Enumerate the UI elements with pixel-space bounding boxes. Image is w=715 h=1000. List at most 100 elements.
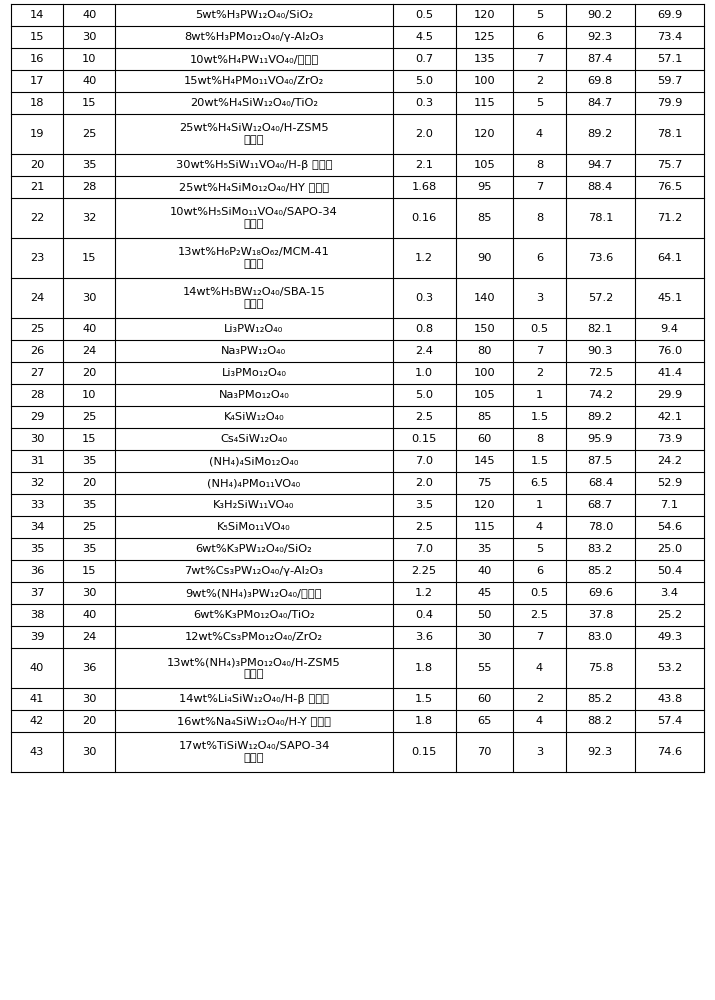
Text: (NH₄)₄SiMo₁₂O₄₀: (NH₄)₄SiMo₁₂O₄₀ [209, 456, 299, 466]
Text: 34: 34 [30, 522, 44, 532]
Text: 68.4: 68.4 [588, 478, 613, 488]
Text: 0.3: 0.3 [415, 98, 433, 108]
Text: 25wt%H₄SiMo₁₂O₄₀/HY 分子筛: 25wt%H₄SiMo₁₂O₄₀/HY 分子筛 [179, 182, 329, 192]
Text: 25.2: 25.2 [657, 610, 682, 620]
Text: 78.0: 78.0 [588, 522, 613, 532]
Text: 95: 95 [477, 182, 492, 192]
Text: 20: 20 [82, 368, 97, 378]
Text: 73.6: 73.6 [588, 253, 613, 263]
Text: 89.2: 89.2 [588, 412, 613, 422]
Text: 45: 45 [478, 588, 492, 598]
Text: 29.9: 29.9 [657, 390, 682, 400]
Text: 35: 35 [82, 500, 97, 510]
Text: 24: 24 [82, 346, 97, 356]
Text: 37.8: 37.8 [588, 610, 613, 620]
Text: 74.2: 74.2 [588, 390, 613, 400]
Text: 7wt%Cs₃PW₁₂O₄₀/γ-Al₂O₃: 7wt%Cs₃PW₁₂O₄₀/γ-Al₂O₃ [184, 566, 323, 576]
Text: 78.1: 78.1 [588, 213, 613, 223]
Text: 3.5: 3.5 [415, 500, 433, 510]
Text: 17: 17 [29, 76, 44, 86]
Text: 39: 39 [29, 632, 44, 642]
Text: 1: 1 [536, 500, 543, 510]
Text: 1.8: 1.8 [415, 663, 433, 673]
Text: 6: 6 [536, 253, 543, 263]
Text: 41.4: 41.4 [657, 368, 682, 378]
Text: 57.4: 57.4 [657, 716, 682, 726]
Text: 0.4: 0.4 [415, 610, 433, 620]
Text: 25: 25 [82, 522, 97, 532]
Text: 1.5: 1.5 [415, 694, 433, 704]
Text: 1: 1 [536, 390, 543, 400]
Text: 2: 2 [536, 694, 543, 704]
Text: 87.4: 87.4 [588, 54, 613, 64]
Text: 7.1: 7.1 [661, 500, 679, 510]
Text: 0.15: 0.15 [411, 434, 437, 444]
Text: Li₃PMo₁₂O₄₀: Li₃PMo₁₂O₄₀ [222, 368, 287, 378]
Text: 2.5: 2.5 [531, 610, 548, 620]
Text: 92.3: 92.3 [588, 32, 613, 42]
Text: 19: 19 [29, 129, 44, 139]
Text: 120: 120 [474, 129, 495, 139]
Text: 28: 28 [82, 182, 97, 192]
Text: 88.2: 88.2 [588, 716, 613, 726]
Text: 24: 24 [30, 293, 44, 303]
Text: 6wt%K₃PMo₁₂O₄₀/TiO₂: 6wt%K₃PMo₁₂O₄₀/TiO₂ [193, 610, 315, 620]
Text: Cs₄SiW₁₂O₄₀: Cs₄SiW₁₂O₄₀ [220, 434, 287, 444]
Text: 78.1: 78.1 [657, 129, 682, 139]
Text: 3.6: 3.6 [415, 632, 433, 642]
Text: 16wt%Na₄SiW₁₂O₄₀/H-Y 分子筛: 16wt%Na₄SiW₁₂O₄₀/H-Y 分子筛 [177, 716, 331, 726]
Text: 5: 5 [536, 98, 543, 108]
Text: 0.8: 0.8 [415, 324, 433, 334]
Text: 29: 29 [30, 412, 44, 422]
Text: 89.2: 89.2 [588, 129, 613, 139]
Text: 88.4: 88.4 [588, 182, 613, 192]
Text: 20: 20 [82, 716, 97, 726]
Text: 40: 40 [82, 610, 97, 620]
Text: 95.9: 95.9 [588, 434, 613, 444]
Text: 45.1: 45.1 [657, 293, 682, 303]
Text: 36: 36 [82, 663, 97, 673]
Text: 40: 40 [478, 566, 492, 576]
Text: 9.4: 9.4 [661, 324, 679, 334]
Text: 140: 140 [474, 293, 495, 303]
Text: 2.1: 2.1 [415, 160, 433, 170]
Text: 12wt%Cs₃PMo₁₂O₄₀/ZrO₂: 12wt%Cs₃PMo₁₂O₄₀/ZrO₂ [185, 632, 323, 642]
Text: 5.0: 5.0 [415, 76, 433, 86]
Text: 4: 4 [536, 663, 543, 673]
Text: 60: 60 [478, 694, 492, 704]
Text: 30wt%H₅SiW₁₁VO₄₀/H-β 分子筛: 30wt%H₅SiW₁₁VO₄₀/H-β 分子筛 [176, 160, 332, 170]
Text: 25: 25 [82, 129, 97, 139]
Text: 30: 30 [82, 293, 97, 303]
Text: 52.9: 52.9 [657, 478, 682, 488]
Text: 85: 85 [477, 412, 492, 422]
Text: 30: 30 [82, 694, 97, 704]
Text: 8: 8 [536, 160, 543, 170]
Text: 0.15: 0.15 [411, 747, 437, 757]
Text: 49.3: 49.3 [657, 632, 682, 642]
Text: 0.5: 0.5 [531, 324, 548, 334]
Text: 55: 55 [477, 663, 492, 673]
Text: 25wt%H₄SiW₁₂O₄₀/H-ZSM5
分子筛: 25wt%H₄SiW₁₂O₄₀/H-ZSM5 分子筛 [179, 123, 329, 145]
Text: 57.1: 57.1 [657, 54, 682, 64]
Text: 69.9: 69.9 [657, 10, 682, 20]
Text: 85: 85 [477, 213, 492, 223]
Text: 0.3: 0.3 [415, 293, 433, 303]
Text: 76.5: 76.5 [657, 182, 682, 192]
Text: 43: 43 [30, 747, 44, 757]
Text: 22: 22 [30, 213, 44, 223]
Text: 8: 8 [536, 434, 543, 444]
Text: 14wt%H₅BW₁₂O₄₀/SBA-15
分子筛: 14wt%H₅BW₁₂O₄₀/SBA-15 分子筛 [182, 287, 325, 309]
Text: 120: 120 [474, 500, 495, 510]
Text: 50.4: 50.4 [657, 566, 682, 576]
Text: 7: 7 [536, 346, 543, 356]
Text: 68.7: 68.7 [588, 500, 613, 510]
Text: Na₃PW₁₂O₄₀: Na₃PW₁₂O₄₀ [222, 346, 287, 356]
Text: 10: 10 [82, 390, 97, 400]
Text: 6: 6 [536, 566, 543, 576]
Text: 120: 120 [474, 10, 495, 20]
Text: 83.0: 83.0 [588, 632, 613, 642]
Text: 15: 15 [82, 566, 97, 576]
Text: 10wt%H₄PW₁₁VO₄₀/活性炭: 10wt%H₄PW₁₁VO₄₀/活性炭 [189, 54, 319, 64]
Text: 7: 7 [536, 632, 543, 642]
Text: 2.25: 2.25 [412, 566, 437, 576]
